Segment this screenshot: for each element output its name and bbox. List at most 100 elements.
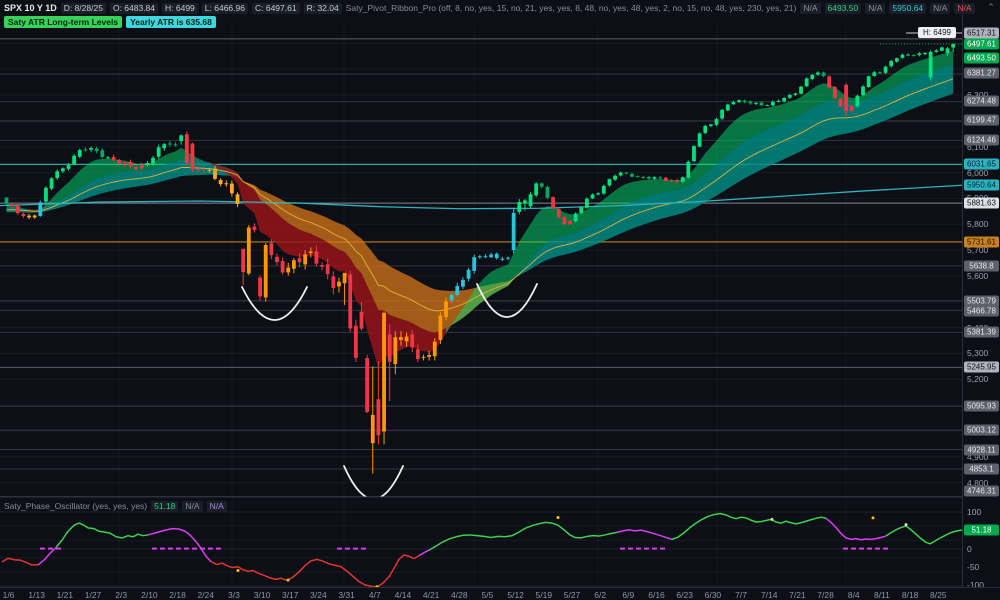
time-axis-label: 5/27: [563, 590, 581, 600]
time-axis-label: 8/11: [873, 590, 890, 600]
price-axis-tick: 4,900: [967, 452, 989, 462]
ohlc-value-chip: C: 6497.61: [251, 2, 300, 14]
ribbon-value-chip: N/A: [800, 2, 821, 14]
price-tag-level: 6199.47: [964, 114, 999, 126]
ribbon-value-chip: N/A: [954, 2, 975, 14]
yearly-atr-badge: Yearly ATR is 635.68: [126, 15, 216, 28]
time-axis-label: 1/13: [28, 590, 45, 600]
time-axis[interactable]: 1/6 1/13 1/21 1/27 2/3 2/10 2/18 2/24 3/3 3/10 3/1…: [0, 587, 1000, 600]
ribbon-value-chip: N/A: [930, 2, 951, 14]
price-tag-level: 6517.31: [964, 27, 999, 39]
time-axis-label: 5/5: [481, 590, 494, 600]
price-tag-level: 5638.8: [964, 260, 999, 272]
time-axis-label: 6/16: [648, 590, 665, 600]
price-tag-level: 6124.46: [964, 134, 999, 146]
candlestick-chart[interactable]: [0, 0, 962, 587]
pivot-ribbon-layer: [6, 50, 954, 369]
ribbon-value-chip: N/A: [865, 2, 886, 14]
atr-levels-badge: Saty ATR Long-term Levels: [4, 15, 123, 28]
time-axis-label: 6/9: [622, 590, 635, 600]
time-axis-label: 3/31: [338, 590, 355, 600]
time-axis-label: 1/6: [2, 590, 15, 600]
price-axis-tick: 100: [967, 507, 982, 517]
time-axis-label: 8/25: [929, 590, 947, 600]
price-tag-level: 5503.79: [964, 295, 999, 307]
candles-layer: [4, 43, 956, 474]
time-axis-label: 3/10: [253, 590, 271, 600]
ribbon-value-chip: 6493.50: [824, 2, 862, 14]
time-axis-label: 8/18: [901, 590, 919, 600]
oscillator-na-chip: N/A: [182, 500, 203, 512]
price-axis-tick: 6,300: [967, 90, 988, 100]
price-tag-level: 6381.27: [964, 67, 999, 79]
price-tag-level: 5950.64: [964, 179, 999, 191]
price-tag-level: 5381.39: [964, 326, 999, 338]
time-axis-label: 5/19: [535, 590, 553, 600]
pivot-ribbon-study-title[interactable]: Saty_Pivot_Ribbon_Pro (off, 8, no, yes, …: [345, 3, 797, 13]
price-tag-level: 4853.1: [964, 463, 999, 475]
time-axis-label: 6/2: [594, 590, 607, 600]
price-tag-active: 6493.50: [964, 52, 999, 64]
time-axis-label: 5/12: [507, 590, 524, 600]
time-axis-label: 2/24: [197, 590, 214, 600]
price-tag-level: 5466.78: [964, 305, 999, 317]
ohlc-value-chip: L: 6466.96: [201, 2, 248, 14]
time-axis-label: 6/30: [704, 590, 722, 600]
price-tag-level: 5245.95: [964, 361, 999, 373]
price-axis-tick: 5,700: [967, 245, 989, 255]
time-axis-label: 2/10: [141, 590, 158, 600]
ohlc-value-chip: O: 6483.84: [109, 2, 159, 14]
price-axis-tick: 5,800: [967, 219, 989, 229]
legend-row-oscillator: Saty_Phase_Oscillator (yes, yes, yes) 51…: [4, 500, 227, 512]
time-axis-label: 3/17: [281, 590, 299, 600]
time-axis-label: 2/18: [169, 590, 186, 600]
price-tag-level: 4746.31: [964, 485, 999, 497]
time-axis-label: 3/24: [310, 590, 327, 600]
price-axis-tick: 5,200: [967, 374, 989, 384]
price-axis-tick: -100: [967, 580, 985, 590]
time-axis-label: 7/14: [760, 590, 778, 600]
ohlc-value-chip: D: 8/28/25: [60, 2, 106, 14]
time-axis-label: 6/23: [676, 590, 693, 600]
price-axis-tick: 5,600: [967, 271, 989, 281]
time-axis-label: 7/28: [817, 590, 834, 600]
high-price-tooltip: H: 6499: [918, 27, 956, 38]
ohlc-value-chip: H: 6499: [162, 2, 198, 14]
chart-area[interactable]: SPX 10 Y 1D D: 8/28/25 O: 6483.84 H: 6499 L…: [0, 0, 979, 587]
oscillator-value-chip: 51.18: [151, 500, 179, 512]
legend-row-main: SPX 10 Y 1D D: 8/28/25 O: 6483.84 H: 6499 L…: [4, 2, 979, 14]
price-tag-level: 4928.11: [964, 444, 999, 456]
atr-badges-row: Saty ATR Long-term Levels Yearly ATR is …: [4, 15, 216, 28]
price-axis[interactable]: 6,3006,1006,0005,9005,8005,7005,6005,400…: [962, 0, 1000, 590]
price-tag-level: 5731.61: [964, 236, 999, 248]
time-axis-label: 4/7: [368, 590, 381, 600]
time-axis-label: 4/21: [422, 590, 440, 600]
time-axis-label: 7/7: [735, 590, 747, 600]
price-tag-level: 6031.65: [964, 158, 999, 170]
price-tag-level: 5095.93: [964, 400, 999, 412]
price-axis-tick: 6,000: [967, 168, 989, 178]
oscillator-na-chip: N/A: [206, 500, 227, 512]
time-axis-label: 7/21: [789, 590, 806, 600]
ribbon-value-chip: N/A: [978, 2, 979, 14]
time-axis-label: 1/21: [56, 590, 74, 600]
price-tag-active: 51.18: [964, 524, 999, 536]
long-term-ma-line: [0, 184, 962, 210]
price-tag-active: 6497.61: [964, 38, 999, 50]
time-axis-label: 4/14: [394, 590, 412, 600]
price-tag-level: 5881.63: [964, 197, 999, 209]
price-axis-tick: 6,100: [967, 142, 989, 152]
oscillator-layer: [0, 511, 962, 587]
oscillator-study-title[interactable]: Saty_Phase_Oscillator (yes, yes, yes): [4, 501, 148, 511]
ohlc-value-chip: R: 32.04: [303, 2, 342, 14]
price-axis-tick: 4,800: [967, 478, 989, 488]
time-axis-label: 2/3: [115, 590, 128, 600]
time-axis-label: 8/4: [847, 590, 860, 600]
pane-collapse-icon[interactable]: ⌃: [987, 2, 995, 12]
time-axis-label: 4/28: [451, 590, 468, 600]
price-axis-tick: 0: [967, 544, 972, 554]
symbol-title[interactable]: SPX 10 Y 1D: [4, 3, 57, 13]
arc-annotations-layer: [241, 283, 538, 497]
time-axis-label: 3/3: [227, 590, 240, 600]
